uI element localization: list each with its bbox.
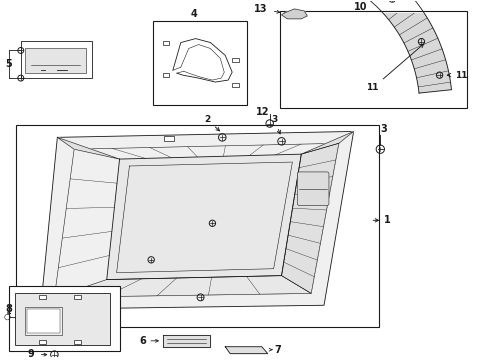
Text: 4: 4: [190, 9, 197, 19]
Text: 1: 1: [384, 215, 391, 225]
Text: 7: 7: [274, 345, 281, 355]
Polygon shape: [41, 131, 354, 309]
Polygon shape: [163, 335, 210, 347]
Bar: [164, 136, 174, 141]
Bar: [232, 83, 239, 87]
Bar: [9, 287, 120, 351]
Text: 13: 13: [254, 4, 268, 14]
Bar: [74, 296, 80, 299]
Bar: [74, 340, 80, 344]
Text: 5: 5: [5, 59, 12, 69]
Text: 10: 10: [354, 2, 367, 12]
Text: 2: 2: [204, 115, 220, 131]
Bar: [27, 309, 60, 333]
Bar: [25, 307, 62, 335]
Text: 6: 6: [140, 336, 146, 346]
Bar: [232, 58, 239, 62]
Bar: [16, 125, 379, 327]
FancyBboxPatch shape: [297, 172, 329, 206]
Polygon shape: [57, 138, 120, 159]
Polygon shape: [107, 154, 301, 280]
Text: 8: 8: [5, 304, 12, 314]
Bar: [21, 41, 92, 78]
Bar: [280, 11, 467, 108]
Bar: [39, 296, 46, 299]
Text: 12: 12: [256, 107, 270, 117]
Polygon shape: [282, 143, 339, 293]
Bar: [163, 73, 170, 77]
Bar: [15, 293, 110, 345]
Text: 9: 9: [28, 348, 35, 359]
Bar: [163, 41, 170, 45]
Text: 3: 3: [271, 115, 280, 134]
Bar: [39, 340, 46, 344]
Polygon shape: [282, 9, 307, 19]
Polygon shape: [41, 297, 57, 309]
Text: 3: 3: [380, 125, 387, 135]
Polygon shape: [332, 0, 451, 93]
Polygon shape: [301, 131, 354, 154]
Text: 11: 11: [367, 44, 423, 93]
Text: 11: 11: [447, 71, 468, 80]
Polygon shape: [225, 347, 268, 354]
Bar: [153, 21, 247, 105]
Bar: [25, 49, 86, 73]
Polygon shape: [54, 276, 311, 297]
